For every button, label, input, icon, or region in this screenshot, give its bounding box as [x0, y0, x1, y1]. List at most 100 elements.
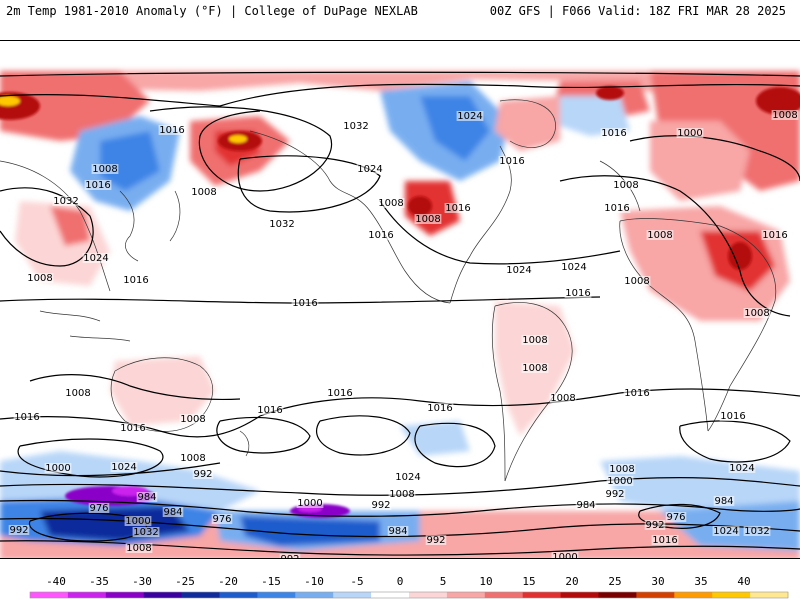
isobar-label-bg [712, 526, 740, 536]
isobar-label-bg [456, 111, 484, 121]
isobar-label: 1008 [27, 273, 52, 284]
isobar-label-bg [268, 219, 296, 229]
isobar-label: 1016 [652, 535, 677, 546]
colorbar-tick: 5 [440, 575, 447, 588]
isobar-label: 1000 [297, 498, 322, 509]
isobar-label-bg [162, 507, 184, 517]
isobar-label-bg [296, 498, 324, 508]
isobar-label-bg [356, 164, 384, 174]
isobar-label-bg [387, 526, 409, 536]
isobar-label: 992 [426, 535, 445, 546]
colorbar-swatch [712, 592, 751, 598]
colorbar-tick: -40 [46, 575, 66, 588]
isobar-label-bg [13, 412, 41, 422]
isobar-label-bg [136, 492, 158, 502]
isobar-label-bg [646, 230, 674, 240]
isobar-label: 1016 [120, 423, 145, 434]
colorbar-tick: 30 [651, 575, 664, 588]
anomaly-shading [0, 71, 800, 558]
isobar-label: 984 [137, 492, 156, 503]
colorbar-tick: -30 [132, 575, 152, 588]
isobar-label: 1008 [180, 453, 205, 464]
isobar-label-bg [84, 180, 112, 190]
isobar-label: 1032 [53, 196, 78, 207]
isobar-label: 1016 [85, 180, 110, 191]
isobar-label: 1008 [180, 414, 205, 425]
isobar-label-bg [122, 275, 150, 285]
isobar-label: 1008 [613, 180, 638, 191]
colorbar-legend: -40 -35 -30 -25 -20 -15 -10 -5 0 5 10 15 20 25 30 35 40 [29, 575, 789, 599]
isobar-label: 1024 [713, 526, 738, 537]
anomaly-cores [0, 86, 800, 518]
isobar-label-bg [88, 503, 110, 513]
isobar-label-bg [91, 164, 119, 174]
isobar-label-bg [560, 262, 588, 272]
colorbar-tick-labels: -40 -35 -30 -25 -20 -15 -10 -5 0 5 10 15 20 25 30 35 40 [46, 575, 751, 588]
colorbar-tick: 10 [479, 575, 492, 588]
colorbar-tick: -15 [261, 575, 281, 588]
colorbar-swatches [29, 591, 789, 599]
isobar-label: 1016 [624, 388, 649, 399]
isobar-label: 992 [645, 520, 664, 531]
isobar-label-bg [713, 496, 735, 506]
isobar-label: 1008 [624, 276, 649, 287]
colorbar-tick: 40 [737, 575, 750, 588]
colorbar-swatch [674, 592, 713, 598]
colorbar-outline [29, 591, 789, 599]
colorbar-swatch [219, 592, 258, 598]
colorbar-swatch [67, 592, 107, 598]
isobar-label-bg [158, 125, 186, 135]
isobar-label-bg [342, 121, 370, 131]
isobar-label: 984 [714, 496, 733, 507]
isobar-label-bg [44, 463, 72, 473]
isobar-label-bg [608, 464, 636, 474]
colorbar-tick: 35 [694, 575, 707, 588]
isobar-label: 1024 [111, 462, 136, 473]
isobar-label: 992 [371, 500, 390, 511]
isobar-label: 1008 [609, 464, 634, 475]
isobar-label-bg [498, 156, 526, 166]
isobar-label-bg [124, 516, 152, 526]
isobar-label: 992 [193, 469, 212, 480]
isobar-label-bg [211, 514, 233, 524]
isobar-label: 1008 [415, 214, 440, 225]
isobar-label-bg [771, 110, 799, 120]
isobar-label: 1008 [647, 230, 672, 241]
isobar-label-bg [256, 405, 284, 415]
isobar-label: 1016 [292, 298, 317, 309]
isobar-label: 1024 [357, 164, 382, 175]
isobar-label-bg [551, 552, 579, 558]
isobar-label-bg [505, 265, 533, 275]
isobar-label-bg [119, 423, 147, 433]
colorbar-swatch [522, 592, 562, 598]
isobar-label-bg [651, 535, 679, 545]
isobar-label: 1016 [159, 125, 184, 136]
isobar-label: 976 [89, 503, 108, 514]
isobar-label: 1016 [601, 128, 626, 139]
isobar-label-bg [291, 298, 319, 308]
isobar-label-bg [377, 198, 405, 208]
anomaly-map[interactable]: 1024 1032 1016 1008 1016 1000 1024 1016 1008 1016… [0, 40, 800, 559]
isobar-label-bg [728, 463, 756, 473]
isobar-label: 1016 [720, 411, 745, 422]
isobar-label-bg [612, 180, 640, 190]
isobar-label-bg [414, 214, 442, 224]
isobar-label-bg [521, 363, 549, 373]
colorbar-swatch [295, 592, 334, 598]
isobar-label-bg [425, 535, 447, 545]
isobar-label: 1000 [125, 516, 150, 527]
isobar-label: 1016 [123, 275, 148, 286]
isobar-label: 1000 [45, 463, 70, 474]
model-run-info: 00Z GFS | F066 Valid: 18Z FRI MAR 28 202… [489, 4, 786, 18]
colorbar-swatch [143, 592, 183, 598]
isobar-label-bg [564, 288, 592, 298]
isobar-label: 1008 [389, 489, 414, 500]
colorbar-swatch [371, 592, 410, 598]
isobar-label: 1016 [14, 412, 39, 423]
colorbar-swatch [560, 592, 599, 598]
isobar-label-bg [192, 469, 214, 479]
isobar-label-bg [367, 230, 395, 240]
colorbar-tick: 20 [565, 575, 578, 588]
isobar-label: 1008 [126, 543, 151, 554]
isobar-labels: 1024 1032 1016 1008 1016 1000 1024 1016 1008 1016… [8, 110, 799, 558]
